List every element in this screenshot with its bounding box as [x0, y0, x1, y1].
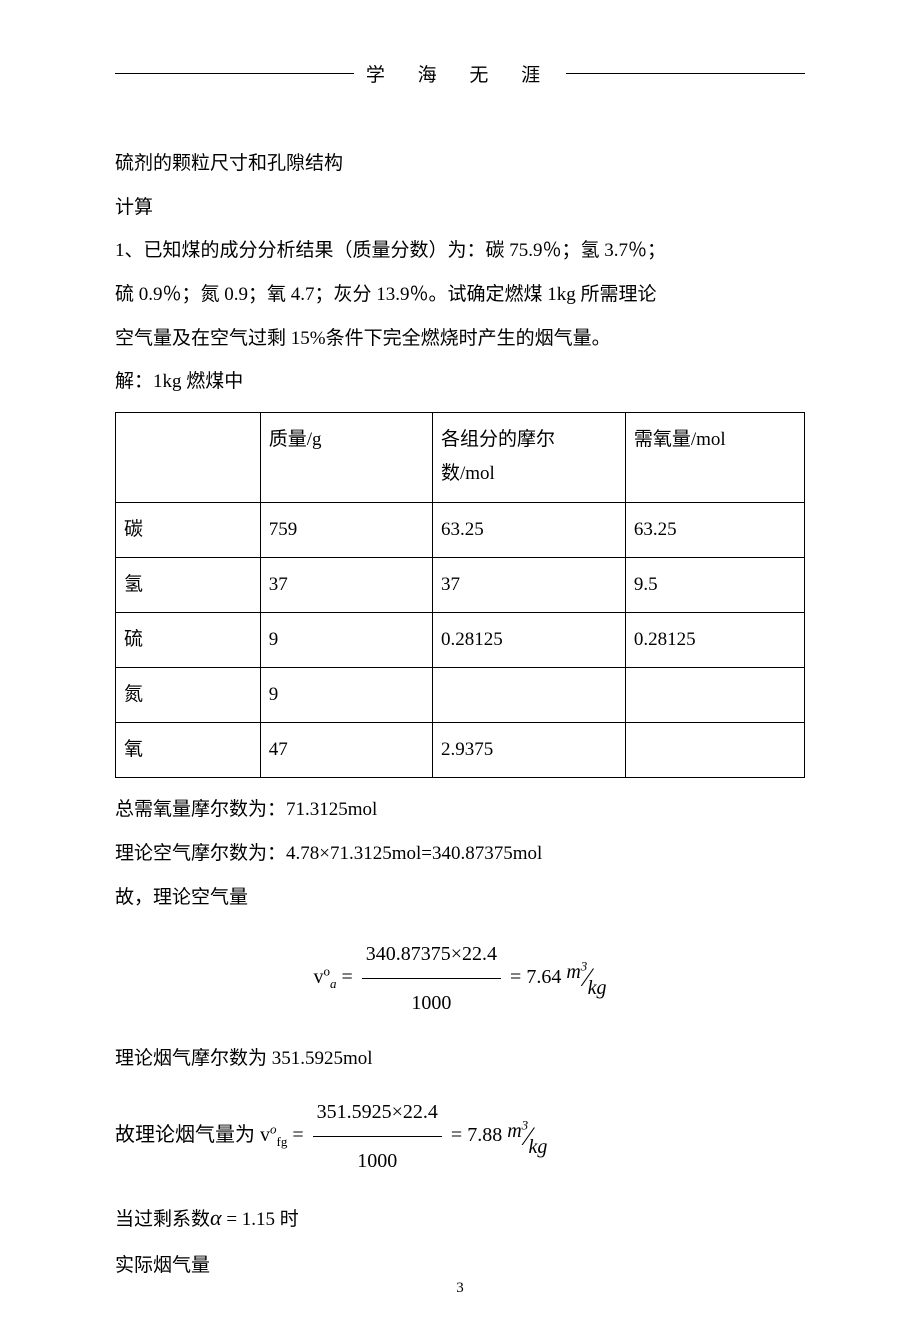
cell: 9 — [260, 668, 432, 723]
cell — [625, 668, 804, 723]
th-mol: 各组分的摩尔 数/mol — [432, 413, 625, 502]
para-alpha: 当过剩系数α = 1.15 时 — [115, 1193, 805, 1244]
equals-sign: = — [341, 966, 357, 988]
page-number: 3 — [456, 1280, 464, 1297]
formula-prefix: 故理论烟气量为 — [115, 1124, 260, 1146]
cell: 2.9375 — [432, 723, 625, 778]
para-l6: 解：1kg 燃煤中 — [115, 360, 805, 404]
th-mol-line1: 各组分的摩尔 — [441, 429, 555, 450]
header-rule-right — [566, 73, 805, 74]
frac-num: 351.5925×22.4 — [313, 1090, 442, 1137]
cell: 37 — [260, 557, 432, 612]
table-row: 硫 9 0.28125 0.28125 — [116, 612, 805, 667]
para-l8: 理论空气摩尔数为：4.78×71.3125mol=340.87375mol — [115, 832, 805, 876]
frac-num: 340.87375×22.4 — [362, 932, 501, 979]
formula-fuelgas-volume: 故理论烟气量为 vofg = 351.5925×22.4 1000 = 7.88… — [115, 1090, 805, 1183]
para-l3: 1、已知煤的成分分析结果（质量分数）为：碳 75.9％；氢 3.7％； — [115, 229, 805, 273]
para-l2: 计算 — [115, 186, 805, 230]
alpha-prefix: 当过剩系数 — [115, 1209, 210, 1230]
cell — [432, 668, 625, 723]
unit-fraction: m3⁄kg — [507, 1108, 547, 1165]
cell: 63.25 — [432, 502, 625, 557]
th-mol-line2: 数/mol — [441, 463, 495, 484]
page-header: 学 海 无 涯 — [115, 60, 805, 87]
unit-den: kg — [588, 977, 607, 999]
table-row: 氧 47 2.9375 — [116, 723, 805, 778]
para-l4: 硫 0.9％；氮 0.9；氧 4.7；灰分 13.9％。试确定燃煤 1kg 所需… — [115, 273, 805, 317]
cell: 碳 — [116, 502, 261, 557]
unit-num: m3 — [507, 1120, 528, 1142]
cell — [625, 723, 804, 778]
formula-lhs-v: v — [260, 1124, 270, 1146]
formula-lhs-sub: fg — [277, 1134, 288, 1149]
cell: 硫 — [116, 612, 261, 667]
para-l9: 故，理论空气量 — [115, 876, 805, 920]
alpha-value: = 1.15 — [222, 1209, 275, 1230]
th-oxygen: 需氧量/mol — [625, 413, 804, 502]
equals-sign: = — [451, 1124, 467, 1146]
cell: 氧 — [116, 723, 261, 778]
frac-den: 1000 — [362, 979, 501, 1025]
cell: 0.28125 — [625, 612, 804, 667]
frac-den: 1000 — [313, 1137, 442, 1183]
equals-sign: = — [292, 1124, 308, 1146]
cell: 0.28125 — [432, 612, 625, 667]
th-mass: 质量/g — [260, 413, 432, 502]
header-title: 学 海 无 涯 — [354, 60, 566, 87]
cell: 氮 — [116, 668, 261, 723]
unit-den: kg — [528, 1136, 547, 1158]
formula-air-volume: voa = 340.87375×22.4 1000 = 7.64 m3⁄kg — [115, 932, 805, 1025]
cell: 63.25 — [625, 502, 804, 557]
th-empty — [116, 413, 261, 502]
table-row: 氮 9 — [116, 668, 805, 723]
formula-value: 7.88 — [467, 1124, 502, 1146]
table-row: 碳 759 63.25 63.25 — [116, 502, 805, 557]
para-l1: 硫剂的颗粒尺寸和孔隙结构 — [115, 142, 805, 186]
cell: 9.5 — [625, 557, 804, 612]
fraction: 351.5925×22.4 1000 — [313, 1090, 442, 1183]
cell: 759 — [260, 502, 432, 557]
cell: 37 — [432, 557, 625, 612]
para-l7: 总需氧量摩尔数为：71.3125mol — [115, 788, 805, 832]
unit-num: m3 — [566, 961, 587, 983]
table-row: 氢 37 37 9.5 — [116, 557, 805, 612]
cell: 氢 — [116, 557, 261, 612]
formula-lhs-sub: a — [330, 976, 337, 991]
alpha-suffix: 时 — [275, 1209, 299, 1230]
formula-value: 7.64 — [526, 966, 561, 988]
alpha-symbol: α — [210, 1205, 222, 1230]
composition-table: 质量/g 各组分的摩尔 数/mol 需氧量/mol 碳 759 63.25 63… — [115, 412, 805, 778]
header-rule-left — [115, 73, 354, 74]
cell: 9 — [260, 612, 432, 667]
unit-fraction: m3⁄kg — [566, 949, 606, 1006]
para-l10: 理论烟气摩尔数为 351.5925mol — [115, 1037, 805, 1081]
fraction: 340.87375×22.4 1000 — [362, 932, 501, 1025]
equals-sign: = — [510, 966, 526, 988]
table-header-row: 质量/g 各组分的摩尔 数/mol 需氧量/mol — [116, 413, 805, 502]
formula-lhs-v: v — [313, 966, 323, 988]
cell: 47 — [260, 723, 432, 778]
para-l5: 空气量及在空气过剩 15%条件下完全燃烧时产生的烟气量。 — [115, 317, 805, 361]
